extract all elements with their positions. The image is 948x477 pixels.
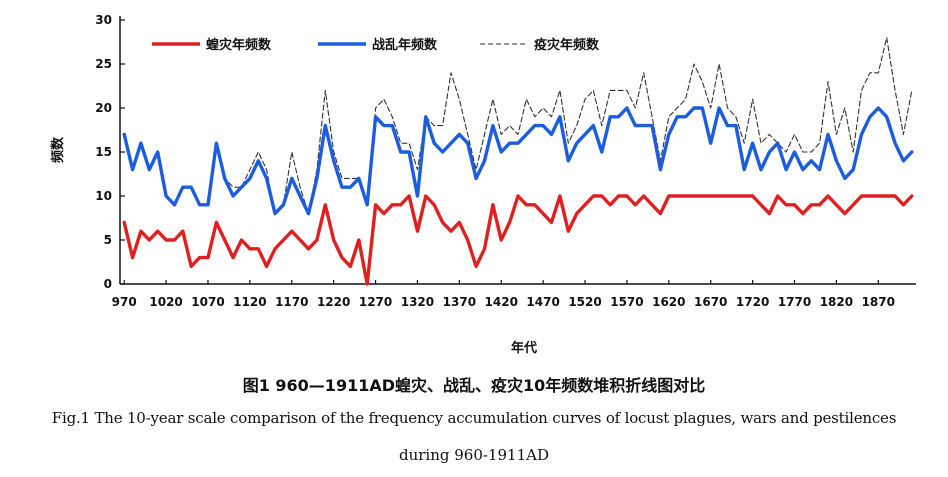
x-ticks: 970 1020 1070 1120 1170 1220 1270 1320 1370 1420 1…	[112, 280, 895, 309]
y-axis-label: 频数	[50, 136, 66, 163]
x-axis-label: 年代	[511, 340, 537, 356]
x-tick-label: 1120	[233, 295, 266, 309]
x-tick-label: 1470	[526, 295, 559, 309]
x-tick-label: 1420	[485, 295, 518, 309]
y-tick-label: 25	[95, 57, 112, 71]
x-tick-label: 1020	[149, 295, 182, 309]
x-tick-label: 1720	[736, 295, 769, 309]
y-tick-label: 0	[104, 277, 112, 291]
series-line-3	[123, 37, 913, 215]
x-tick-label: 1820	[820, 295, 853, 309]
figure-caption-english-line1: Fig.1 The 10-year scale comparison of th…	[51, 409, 897, 427]
y-tick-label: 10	[95, 189, 112, 203]
figure-caption-chinese: 图1 960—1911AD蝗灾、战乱、疫灾10年频数堆积折线图对比	[242, 376, 706, 395]
x-tick-label: 1070	[191, 295, 224, 309]
x-tick-label: 1270	[359, 295, 392, 309]
legend-label-2: 战乱年频数	[372, 37, 438, 53]
legend-label-3: 疫灾年频数	[534, 37, 600, 53]
y-tick-label: 30	[95, 13, 112, 27]
legend: 蝗灾年频数 战乱年频数 疫灾年频数	[152, 37, 600, 53]
x-tick-label: 970	[112, 295, 137, 309]
x-tick-label: 1870	[862, 295, 895, 309]
series-layer	[122, 37, 914, 286]
x-tick-label: 1570	[610, 295, 643, 309]
y-tick-label: 15	[95, 145, 112, 159]
x-tick-label: 1320	[401, 295, 434, 309]
y-tick-label: 20	[95, 101, 112, 115]
x-tick-label: 1770	[778, 295, 811, 309]
x-tick-label: 1220	[317, 295, 350, 309]
y-tick-label: 5	[104, 233, 112, 247]
series-line-1	[122, 194, 914, 286]
x-tick-label: 1670	[694, 295, 727, 309]
y-ticks: 0 5 10 15 20 25 30	[95, 13, 125, 291]
x-tick-label: 1370	[443, 295, 476, 309]
x-tick-label: 1170	[275, 295, 308, 309]
series-line-2	[122, 106, 914, 216]
x-tick-label: 1620	[652, 295, 685, 309]
legend-label-1: 蝗灾年频数	[206, 37, 272, 53]
figure-caption-english-line2: during 960-1911AD	[399, 446, 549, 464]
x-tick-label: 1520	[568, 295, 601, 309]
